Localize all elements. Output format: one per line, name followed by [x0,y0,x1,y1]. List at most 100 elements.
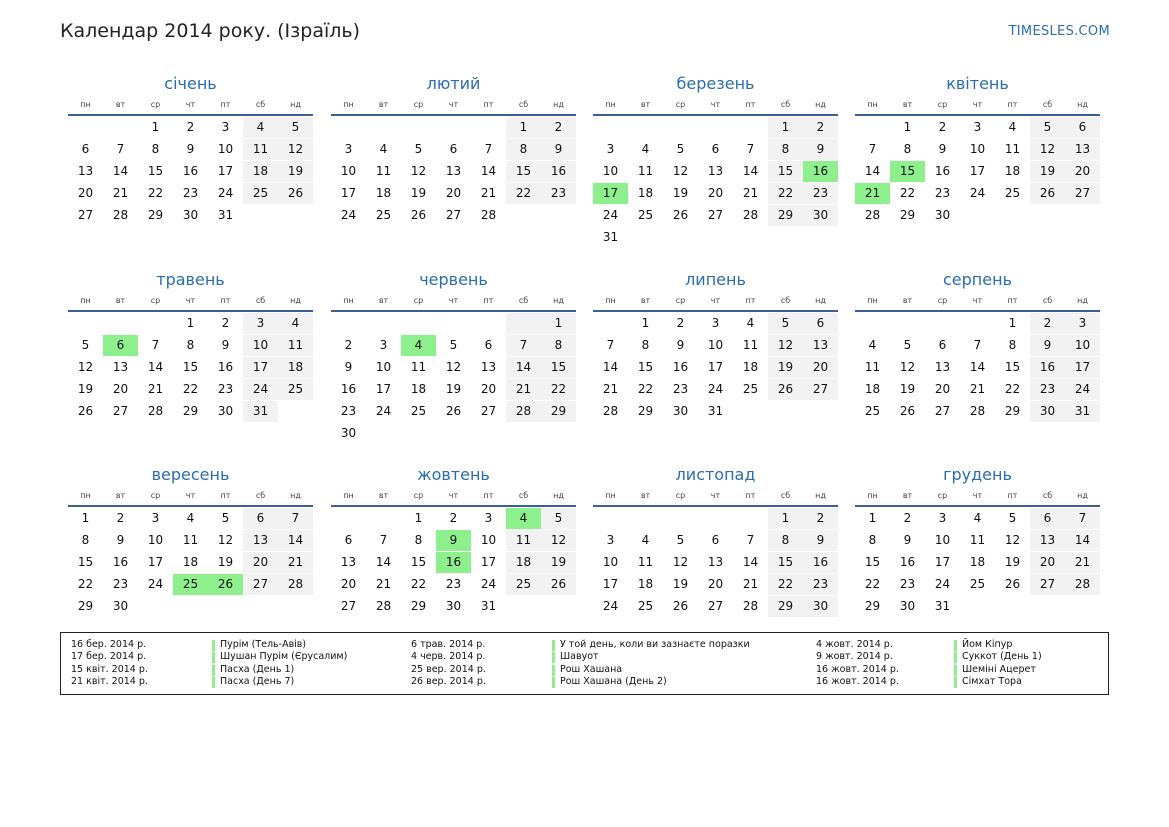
day-cell: 12 [1030,139,1065,160]
weekday-header: пн вт ср чт пт сб нд [331,98,576,112]
day-cell: 13 [243,530,278,551]
day-cell: 26 [410,208,427,222]
day-cell: 1 [81,511,90,525]
day-cell: 6 [344,533,353,547]
weekday-label: нд [290,296,301,305]
day-cell: 11 [278,335,313,356]
legend-date: 16 бер. 2014 р. [71,639,147,650]
day-cell: 17 [243,357,278,378]
empty-day [733,508,768,529]
day-cell: 6 [711,533,720,547]
empty-day [593,313,628,334]
weekday-label: пн [605,491,616,500]
day-cell: 31 [1065,401,1100,422]
day-cell: 14 [506,357,541,378]
day-cell: 25 [278,379,313,400]
day-cell: 29 [768,596,803,617]
legend-date: 17 бер. 2014 р. [71,651,147,663]
weekday-label: ср [150,296,161,305]
day-cell: 21 [602,382,619,396]
legend-marker [552,664,555,676]
legend-marker [212,640,215,651]
day-cell: 8 [768,530,803,551]
day-cell: 5 [1008,511,1017,525]
day-cell: 7 [746,142,755,156]
day-cell: 14 [147,360,164,374]
week-row: 25 26 27 28 29 30 31 [855,401,1100,423]
month-name: лютий [426,74,481,93]
day-cell: 6 [938,338,947,352]
day-cell: 18 [637,186,654,200]
day-cell: 1 [768,508,803,529]
week-row: 20 21 22 23 24 25 26 [331,574,576,596]
weekday-label: ср [413,296,424,305]
weekday-label: сб [780,100,791,109]
day-cell: 13 [934,360,951,374]
month-name: липень [685,270,746,289]
empty-day [541,596,576,617]
legend-marker [954,677,957,689]
legend-date: 16 жовт. 2014 р. [816,663,899,675]
weekday-label: ср [937,491,948,500]
day-cell: 11 [506,530,541,551]
weekday-label: нд [815,491,826,500]
day-cell: 1 [1008,316,1017,330]
day-cell: 24 [707,382,724,396]
weekday-label: вт [640,100,651,109]
empty-day [733,117,768,138]
weekday-label: чт [710,296,721,305]
empty-day [541,423,576,444]
empty-day [436,117,471,138]
day-cell: 6 [711,142,720,156]
weekday-label: чт [185,100,196,109]
empty-day [698,117,733,138]
day-cell: 21 [278,552,313,573]
empty-day [541,205,576,226]
day-cell: 7 [379,533,388,547]
empty-day [628,227,663,248]
site-link[interactable]: TIMESLES.COM [1008,24,1110,39]
empty-day [436,423,471,444]
day-cell: 7 [868,142,877,156]
weekday-label: нд [290,491,301,500]
day-cell: 17 [593,183,628,204]
day-cell: 1 [541,313,576,334]
day-cell: 19 [541,552,576,573]
day-cell: 30 [217,404,234,418]
day-cell: 31 [602,230,619,244]
day-cell: 21 [855,183,890,204]
empty-day [278,401,313,422]
weekday-label: пт [745,100,756,109]
day-cell: 30 [445,599,462,613]
day-cell: 25 [173,574,208,595]
empty-day [768,401,803,422]
week-row: 31 [593,227,838,249]
day-cell: 8 [81,533,90,547]
day-cell: 7 [606,338,615,352]
day-cell: 16 [934,164,951,178]
day-cell: 3 [221,120,230,134]
day-cell: 18 [182,555,199,569]
day-cell: 14 [375,555,392,569]
day-cell: 24 [147,577,164,591]
weekday-label: чт [448,100,459,109]
week-row: 9 10 11 12 13 14 15 [331,357,576,379]
day-cell: 16 [182,164,199,178]
day-cell: 29 [147,208,164,222]
day-cell: 2 [803,508,838,529]
month-name: листопад [675,465,756,484]
day-cell: 15 [77,555,94,569]
day-cell: 4 [973,511,982,525]
week-row: 30 [331,423,576,445]
empty-day [331,117,366,138]
day-cell: 22 [899,186,916,200]
week-row: 21 22 23 24 25 26 27 [855,183,1100,205]
day-cell: 22 [637,382,654,396]
weekday-label: вт [115,491,126,500]
day-cell: 22 [541,379,576,400]
day-cell: 12 [217,533,234,547]
weekday-label: ср [937,100,948,109]
weekday-label: пн [343,491,354,500]
day-cell: 1 [186,316,195,330]
